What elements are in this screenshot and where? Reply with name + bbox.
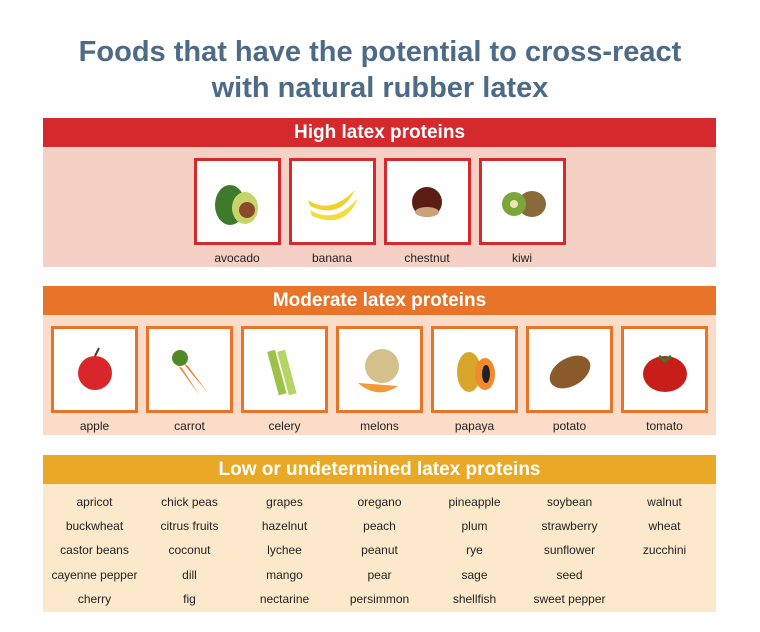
banana-image bbox=[288, 158, 376, 245]
low-food-item: nectarine bbox=[259, 591, 310, 606]
food-label: tomato bbox=[646, 419, 683, 433]
low-food-item: seed bbox=[556, 567, 583, 582]
low-food-item bbox=[617, 563, 712, 587]
low-food-item: hazelnut bbox=[261, 519, 308, 534]
high-heading: High latex proteins bbox=[43, 118, 716, 147]
food-label: melons bbox=[360, 419, 399, 433]
low-food-item: sunflower bbox=[543, 543, 596, 558]
low-food-item: dill bbox=[182, 567, 197, 582]
low-food-item: peanut bbox=[361, 543, 398, 558]
low-food-item: cherry bbox=[77, 591, 112, 606]
low-heading: Low or undetermined latex proteins bbox=[43, 455, 716, 484]
low-food-item: buckwheat bbox=[65, 519, 124, 534]
low-food-item: sweet pepper bbox=[533, 591, 606, 606]
low-food-item: sage bbox=[461, 567, 488, 582]
food-label: papaya bbox=[454, 419, 495, 433]
food-label: avocado bbox=[214, 251, 260, 265]
moderate-heading: Moderate latex proteins bbox=[43, 286, 716, 315]
page-title: Foods that have the potential to cross-r… bbox=[78, 36, 682, 104]
food-item-celery: celery bbox=[241, 326, 328, 433]
low-food-item: pineapple bbox=[448, 495, 501, 509]
food-label: potato bbox=[552, 419, 587, 433]
celery-image bbox=[241, 326, 328, 413]
melons-image bbox=[336, 326, 423, 413]
low-food-item: chick peas bbox=[161, 495, 218, 509]
food-item-avocado: avocado bbox=[193, 158, 281, 265]
moderate-latex-section: Moderate latex proteins apple carrot celer… bbox=[43, 286, 716, 435]
low-food-item: citrus fruits bbox=[160, 519, 219, 534]
low-food-item: strawberry bbox=[541, 519, 598, 534]
potato-image bbox=[526, 326, 613, 413]
food-item-banana: banana bbox=[288, 158, 376, 265]
high-latex-section: High latex proteins avocado banana chestnu… bbox=[43, 118, 716, 267]
low-food-item: fig bbox=[183, 591, 196, 606]
low-food-item: peach bbox=[363, 519, 396, 534]
food-item-chestnut: chestnut bbox=[383, 158, 471, 265]
avocado-image bbox=[193, 158, 281, 245]
low-food-item: castor beans bbox=[60, 543, 129, 558]
low-food-item: apricot bbox=[76, 495, 113, 509]
low-food-item: shellfish bbox=[452, 591, 497, 606]
low-food-item: mango bbox=[266, 567, 303, 582]
low-food-item: coconut bbox=[168, 543, 211, 558]
low-food-item: grapes bbox=[266, 495, 303, 509]
food-item-kiwi: kiwi bbox=[478, 158, 566, 265]
chestnut-image bbox=[383, 158, 471, 245]
food-label: banana bbox=[311, 251, 353, 265]
food-label: carrot bbox=[174, 419, 205, 433]
low-food-item bbox=[617, 587, 712, 611]
food-item-potato: potato bbox=[526, 326, 613, 433]
low-food-item: plum bbox=[461, 519, 488, 534]
kiwi-image bbox=[478, 158, 566, 245]
food-item-melons: melons bbox=[336, 326, 423, 433]
food-label: apple bbox=[79, 419, 110, 433]
low-food-item: lychee bbox=[267, 543, 302, 558]
low-food-item: wheat bbox=[648, 519, 681, 534]
low-food-item: oregano bbox=[357, 495, 402, 509]
papaya-image bbox=[431, 326, 518, 413]
food-label: chestnut bbox=[404, 251, 450, 265]
low-latex-section: Low or undetermined latex proteins apric… bbox=[43, 455, 716, 612]
low-food-item: soybean bbox=[546, 495, 593, 509]
apple-image bbox=[51, 326, 138, 413]
low-food-item: rye bbox=[466, 543, 483, 558]
tomato-image bbox=[621, 326, 708, 413]
food-item-carrot: carrot bbox=[146, 326, 233, 433]
low-food-item: zucchini bbox=[642, 543, 687, 558]
food-item-apple: apple bbox=[51, 326, 138, 433]
low-food-item: persimmon bbox=[349, 591, 410, 606]
low-food-item: pear bbox=[367, 567, 392, 582]
food-item-papaya: papaya bbox=[431, 326, 518, 433]
food-item-tomato: tomato bbox=[621, 326, 708, 433]
low-food-item: cayenne pepper bbox=[51, 567, 138, 582]
carrot-image bbox=[146, 326, 233, 413]
food-label: kiwi bbox=[512, 251, 532, 265]
food-label: celery bbox=[268, 419, 301, 433]
low-food-item: walnut bbox=[647, 495, 682, 509]
